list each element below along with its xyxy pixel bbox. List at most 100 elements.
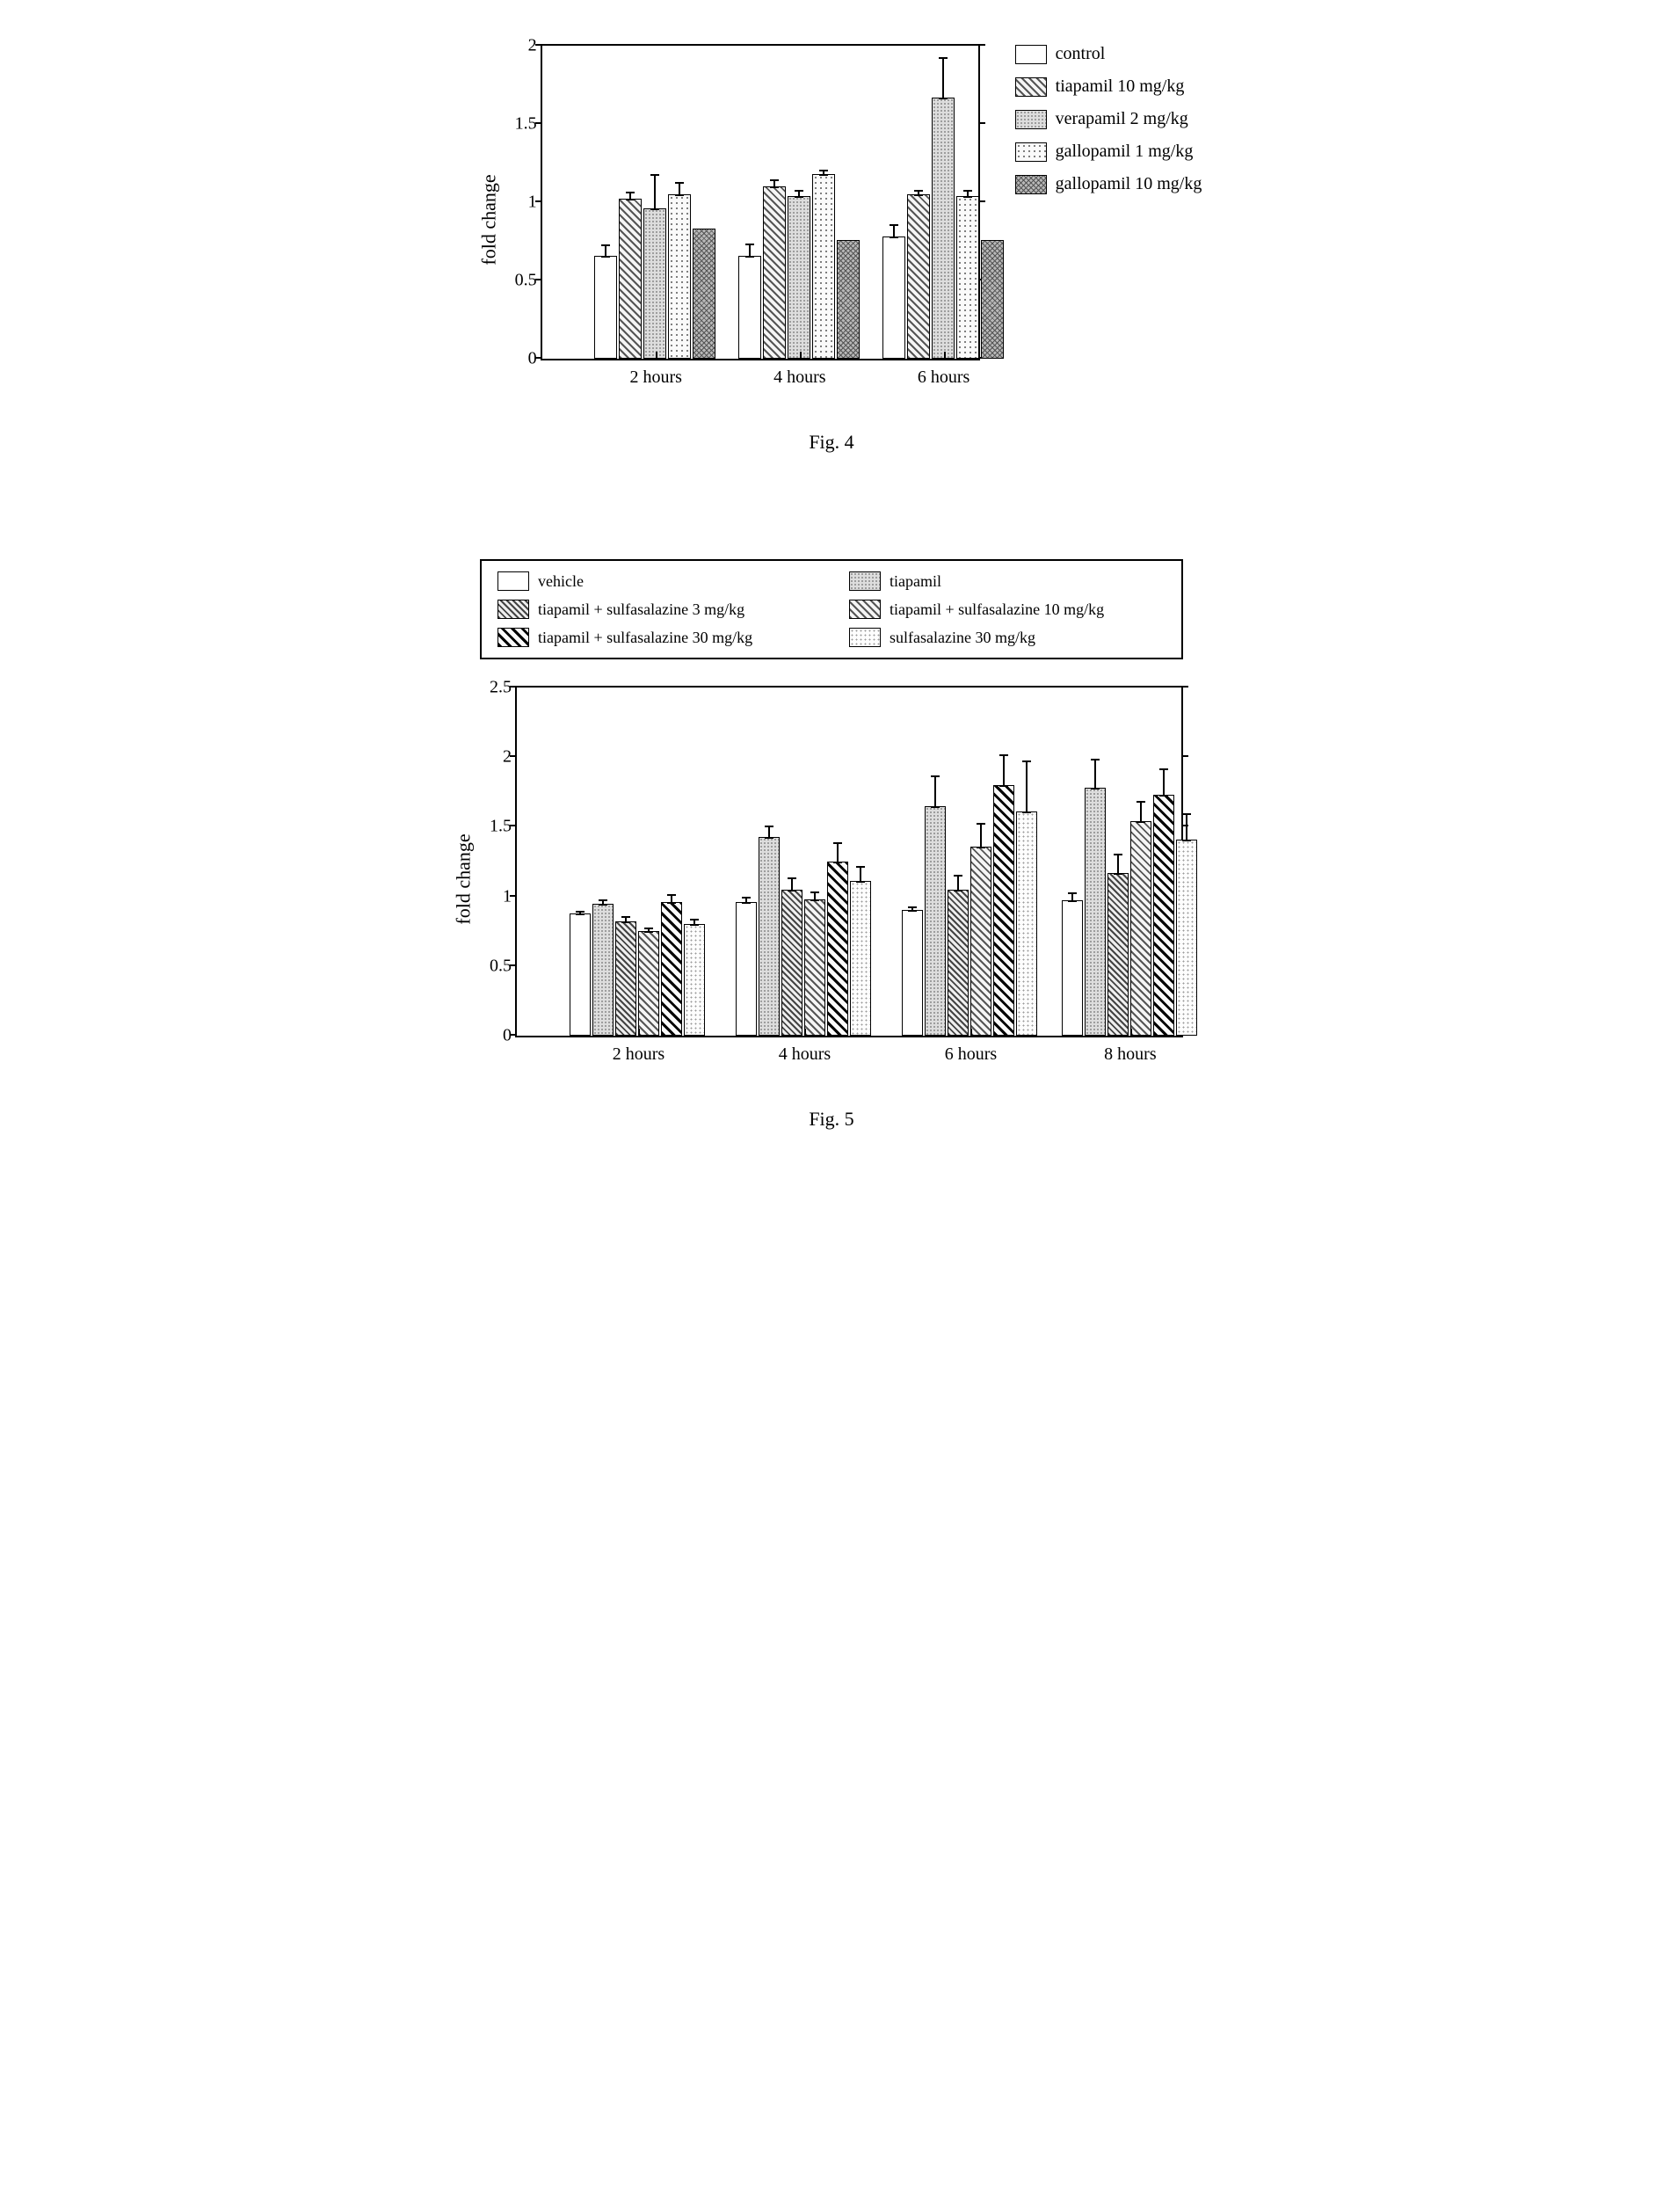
legend-swatch [1015,175,1047,194]
fig5-plot-box: fold change 00.511.522.52 hours4 hours6 … [471,677,1192,1081]
legend-label: tiapamil + sulfasalazine 30 mg/kg [538,629,752,647]
bar [788,196,810,359]
error-bar [837,842,839,863]
legend-label: tiapamil + sulfasalazine 10 mg/kg [890,600,1104,619]
bar-group [570,902,705,1036]
error-bar [1140,801,1142,823]
ytick-label: 1.5 [482,817,512,837]
legend-item: gallopamil 1 mg/kg [1015,142,1202,162]
error-bar [893,224,895,238]
legend-item: tiapamil [849,571,1166,591]
bar [615,921,636,1036]
error-bar [749,244,751,258]
error-bar [918,190,919,196]
fig5-legend: vehicle tiapamil tiapamil + sulfasalazine … [480,559,1183,659]
bar [907,194,930,359]
error-bar [1094,759,1096,789]
error-bar [671,894,672,904]
legend-item: sulfasalazine 30 mg/kg [849,628,1166,647]
fig4-ylabel: fold change [477,174,500,265]
legend-label: gallopamil 1 mg/kg [1056,142,1194,162]
legend-swatch [849,600,881,619]
bar [781,890,802,1036]
fig4-chart-area: fold change 00.511.522 hours4 hours6 hou… [26,35,1637,404]
bar-group [882,98,1004,359]
fig4-legend: control tiapamil 10 mg/kg verapamil 2 mg/k… [1015,35,1202,194]
error-bar [1003,754,1005,786]
error-bar [798,190,800,198]
bar [763,186,786,359]
error-bar [629,192,631,201]
error-bar [1071,892,1073,902]
bar-group [1062,788,1197,1036]
legend-item: verapamil 2 mg/kg [1015,109,1202,129]
legend-item: tiapamil + sulfasalazine 30 mg/kg [497,628,814,647]
fig4-caption: Fig. 4 [26,431,1637,454]
xtick-label: 8 hours [1104,1044,1156,1065]
ytick-label: 1 [507,193,537,213]
error-bar [1117,854,1119,875]
xtick-label: 6 hours [945,1044,997,1065]
bar [948,890,969,1036]
error-bar [694,919,695,926]
ytick-label: 1.5 [507,114,537,135]
ytick-label: 1 [482,886,512,906]
legend-swatch [1015,142,1047,162]
ytick-label: 0 [482,1026,512,1046]
error-bar [942,57,944,99]
bar [643,208,666,359]
bar [594,256,617,359]
legend-label: verapamil 2 mg/kg [1056,109,1188,129]
error-bar [745,897,747,904]
error-bar [654,174,656,210]
legend-label: sulfasalazine 30 mg/kg [890,629,1035,647]
legend-label: tiapamil [890,572,941,591]
bar [570,913,591,1036]
bar [970,847,991,1036]
legend-item: tiapamil 10 mg/kg [1015,76,1202,97]
error-bar [934,775,936,807]
error-bar [1163,768,1165,797]
legend-item: vehicle [497,571,814,591]
error-bar [625,916,627,923]
legend-item: gallopamil 10 mg/kg [1015,174,1202,194]
bar [1062,900,1083,1036]
error-bar [814,891,816,901]
error-bar [823,170,824,176]
ytick-label: 0.5 [482,956,512,976]
bar [993,785,1014,1036]
legend-label: tiapamil 10 mg/kg [1056,76,1185,97]
bar [619,199,642,359]
error-bar [1026,760,1028,813]
legend-swatch [1015,45,1047,64]
bar [759,837,780,1037]
legend-swatch [849,571,881,591]
error-bar [791,877,793,891]
legend-item: tiapamil + sulfasalazine 3 mg/kg [497,600,814,619]
bar [638,931,659,1036]
bar [837,240,860,359]
error-bar [911,906,913,912]
error-bar [967,190,969,198]
legend-label: gallopamil 10 mg/kg [1056,174,1202,194]
figure-5: vehicle tiapamil tiapamil + sulfasalazine … [26,559,1637,1131]
legend-swatch [497,571,529,591]
bar [1085,788,1106,1036]
legend-item: control [1015,44,1202,64]
error-bar [980,823,982,848]
bar [882,236,905,359]
legend-swatch [1015,77,1047,97]
legend-label: tiapamil + sulfasalazine 3 mg/kg [538,600,744,619]
error-bar [1186,813,1187,841]
bar [850,881,871,1036]
legend-swatch [497,600,529,619]
bar [956,196,979,359]
error-bar [605,244,606,257]
fig4-plot-box: fold change 00.511.522 hours4 hours6 hou… [497,35,989,404]
bar [1016,811,1037,1036]
bar [1153,795,1174,1036]
bar [812,174,835,359]
ytick-label: 0 [507,349,537,369]
error-bar [860,866,861,883]
fig5-plot: 00.511.522.52 hours4 hours6 hours8 hours [515,686,1183,1037]
